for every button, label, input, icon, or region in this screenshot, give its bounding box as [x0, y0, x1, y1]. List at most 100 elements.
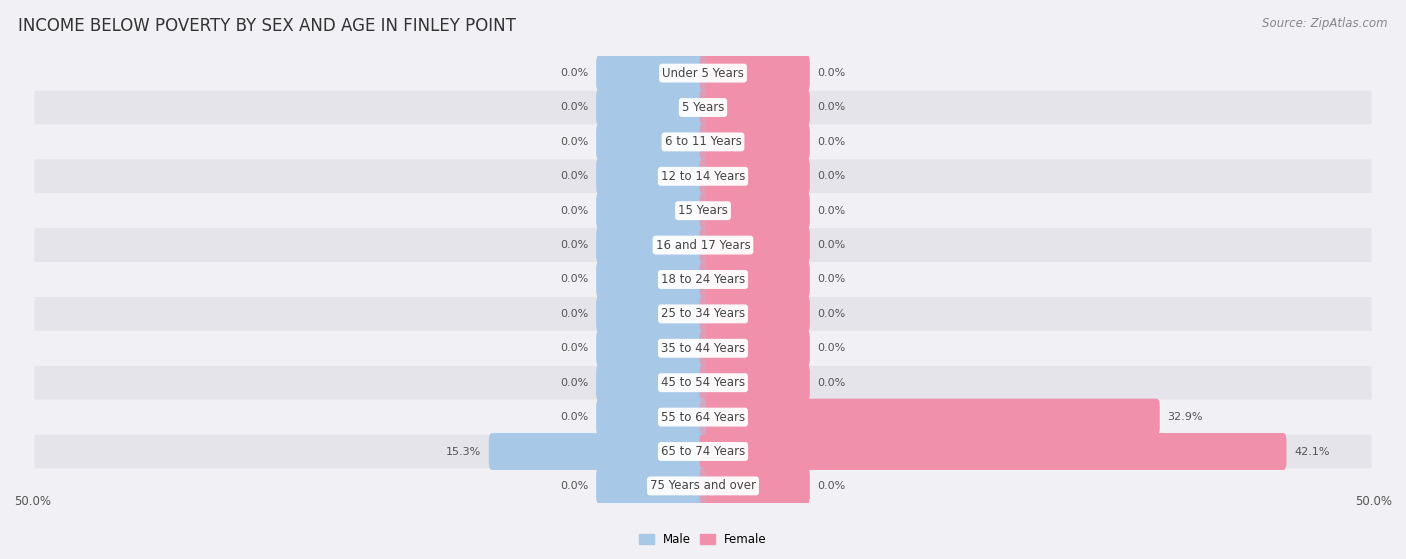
- FancyBboxPatch shape: [700, 158, 810, 195]
- Text: 65 to 74 Years: 65 to 74 Years: [661, 445, 745, 458]
- FancyBboxPatch shape: [35, 91, 1371, 124]
- Text: 0.0%: 0.0%: [561, 481, 589, 491]
- Text: 0.0%: 0.0%: [561, 309, 589, 319]
- Text: 0.0%: 0.0%: [817, 171, 845, 181]
- FancyBboxPatch shape: [700, 364, 810, 401]
- FancyBboxPatch shape: [35, 366, 1371, 400]
- Text: 5 Years: 5 Years: [682, 101, 724, 114]
- Text: 15 Years: 15 Years: [678, 204, 728, 217]
- Text: 0.0%: 0.0%: [561, 240, 589, 250]
- Text: 0.0%: 0.0%: [817, 206, 845, 216]
- FancyBboxPatch shape: [596, 55, 706, 92]
- Text: 0.0%: 0.0%: [817, 343, 845, 353]
- FancyBboxPatch shape: [700, 55, 810, 92]
- FancyBboxPatch shape: [596, 192, 706, 229]
- FancyBboxPatch shape: [700, 226, 810, 263]
- FancyBboxPatch shape: [700, 124, 810, 160]
- FancyBboxPatch shape: [35, 331, 1371, 365]
- Text: 18 to 24 Years: 18 to 24 Years: [661, 273, 745, 286]
- FancyBboxPatch shape: [700, 433, 1286, 470]
- FancyBboxPatch shape: [700, 364, 810, 401]
- FancyBboxPatch shape: [596, 226, 706, 263]
- Text: 0.0%: 0.0%: [561, 137, 589, 147]
- FancyBboxPatch shape: [700, 158, 810, 195]
- Text: 0.0%: 0.0%: [817, 102, 845, 112]
- Legend: Male, Female: Male, Female: [640, 533, 766, 546]
- Text: 0.0%: 0.0%: [561, 171, 589, 181]
- FancyBboxPatch shape: [35, 56, 1371, 90]
- Text: 50.0%: 50.0%: [14, 495, 51, 508]
- FancyBboxPatch shape: [596, 158, 706, 195]
- Text: 16 and 17 Years: 16 and 17 Years: [655, 239, 751, 252]
- Text: 0.0%: 0.0%: [817, 309, 845, 319]
- FancyBboxPatch shape: [596, 226, 706, 263]
- FancyBboxPatch shape: [596, 89, 706, 126]
- Text: 50.0%: 50.0%: [1355, 495, 1392, 508]
- Text: 0.0%: 0.0%: [561, 68, 589, 78]
- Text: 55 to 64 Years: 55 to 64 Years: [661, 411, 745, 424]
- Text: 0.0%: 0.0%: [817, 378, 845, 388]
- FancyBboxPatch shape: [596, 467, 706, 504]
- FancyBboxPatch shape: [596, 261, 706, 298]
- Text: 75 Years and over: 75 Years and over: [650, 480, 756, 492]
- Text: 0.0%: 0.0%: [817, 240, 845, 250]
- Text: 12 to 14 Years: 12 to 14 Years: [661, 170, 745, 183]
- FancyBboxPatch shape: [700, 330, 810, 367]
- Text: 0.0%: 0.0%: [561, 412, 589, 422]
- FancyBboxPatch shape: [489, 433, 706, 470]
- FancyBboxPatch shape: [35, 469, 1371, 503]
- FancyBboxPatch shape: [35, 400, 1371, 434]
- Text: 0.0%: 0.0%: [817, 137, 845, 147]
- Text: 35 to 44 Years: 35 to 44 Years: [661, 342, 745, 355]
- Text: 25 to 34 Years: 25 to 34 Years: [661, 307, 745, 320]
- Text: 0.0%: 0.0%: [561, 206, 589, 216]
- FancyBboxPatch shape: [596, 296, 706, 333]
- FancyBboxPatch shape: [700, 399, 1160, 435]
- FancyBboxPatch shape: [700, 226, 810, 263]
- Text: 0.0%: 0.0%: [817, 274, 845, 285]
- FancyBboxPatch shape: [700, 55, 810, 92]
- FancyBboxPatch shape: [700, 124, 810, 160]
- FancyBboxPatch shape: [596, 124, 706, 160]
- FancyBboxPatch shape: [596, 296, 706, 333]
- FancyBboxPatch shape: [700, 261, 810, 298]
- Text: 0.0%: 0.0%: [561, 102, 589, 112]
- Text: 32.9%: 32.9%: [1167, 412, 1204, 422]
- FancyBboxPatch shape: [596, 330, 706, 367]
- FancyBboxPatch shape: [35, 125, 1371, 159]
- FancyBboxPatch shape: [700, 192, 810, 229]
- FancyBboxPatch shape: [596, 364, 706, 401]
- FancyBboxPatch shape: [596, 158, 706, 195]
- FancyBboxPatch shape: [700, 467, 810, 504]
- FancyBboxPatch shape: [596, 124, 706, 160]
- FancyBboxPatch shape: [596, 467, 706, 504]
- FancyBboxPatch shape: [700, 330, 810, 367]
- Text: 45 to 54 Years: 45 to 54 Years: [661, 376, 745, 389]
- FancyBboxPatch shape: [700, 296, 810, 333]
- FancyBboxPatch shape: [35, 159, 1371, 193]
- Text: 0.0%: 0.0%: [561, 274, 589, 285]
- FancyBboxPatch shape: [596, 89, 706, 126]
- Text: 0.0%: 0.0%: [561, 343, 589, 353]
- FancyBboxPatch shape: [700, 296, 810, 333]
- FancyBboxPatch shape: [596, 399, 706, 435]
- FancyBboxPatch shape: [596, 399, 706, 435]
- FancyBboxPatch shape: [35, 435, 1371, 468]
- Text: 0.0%: 0.0%: [561, 378, 589, 388]
- Text: Source: ZipAtlas.com: Source: ZipAtlas.com: [1263, 17, 1388, 30]
- Text: Under 5 Years: Under 5 Years: [662, 67, 744, 79]
- Text: INCOME BELOW POVERTY BY SEX AND AGE IN FINLEY POINT: INCOME BELOW POVERTY BY SEX AND AGE IN F…: [18, 17, 516, 35]
- FancyBboxPatch shape: [35, 228, 1371, 262]
- FancyBboxPatch shape: [700, 261, 810, 298]
- FancyBboxPatch shape: [35, 297, 1371, 331]
- Text: 15.3%: 15.3%: [446, 447, 481, 457]
- Text: 42.1%: 42.1%: [1294, 447, 1330, 457]
- FancyBboxPatch shape: [596, 192, 706, 229]
- FancyBboxPatch shape: [700, 89, 810, 126]
- Text: 0.0%: 0.0%: [817, 68, 845, 78]
- Text: 6 to 11 Years: 6 to 11 Years: [665, 135, 741, 148]
- FancyBboxPatch shape: [35, 194, 1371, 228]
- FancyBboxPatch shape: [596, 261, 706, 298]
- FancyBboxPatch shape: [700, 89, 810, 126]
- FancyBboxPatch shape: [596, 330, 706, 367]
